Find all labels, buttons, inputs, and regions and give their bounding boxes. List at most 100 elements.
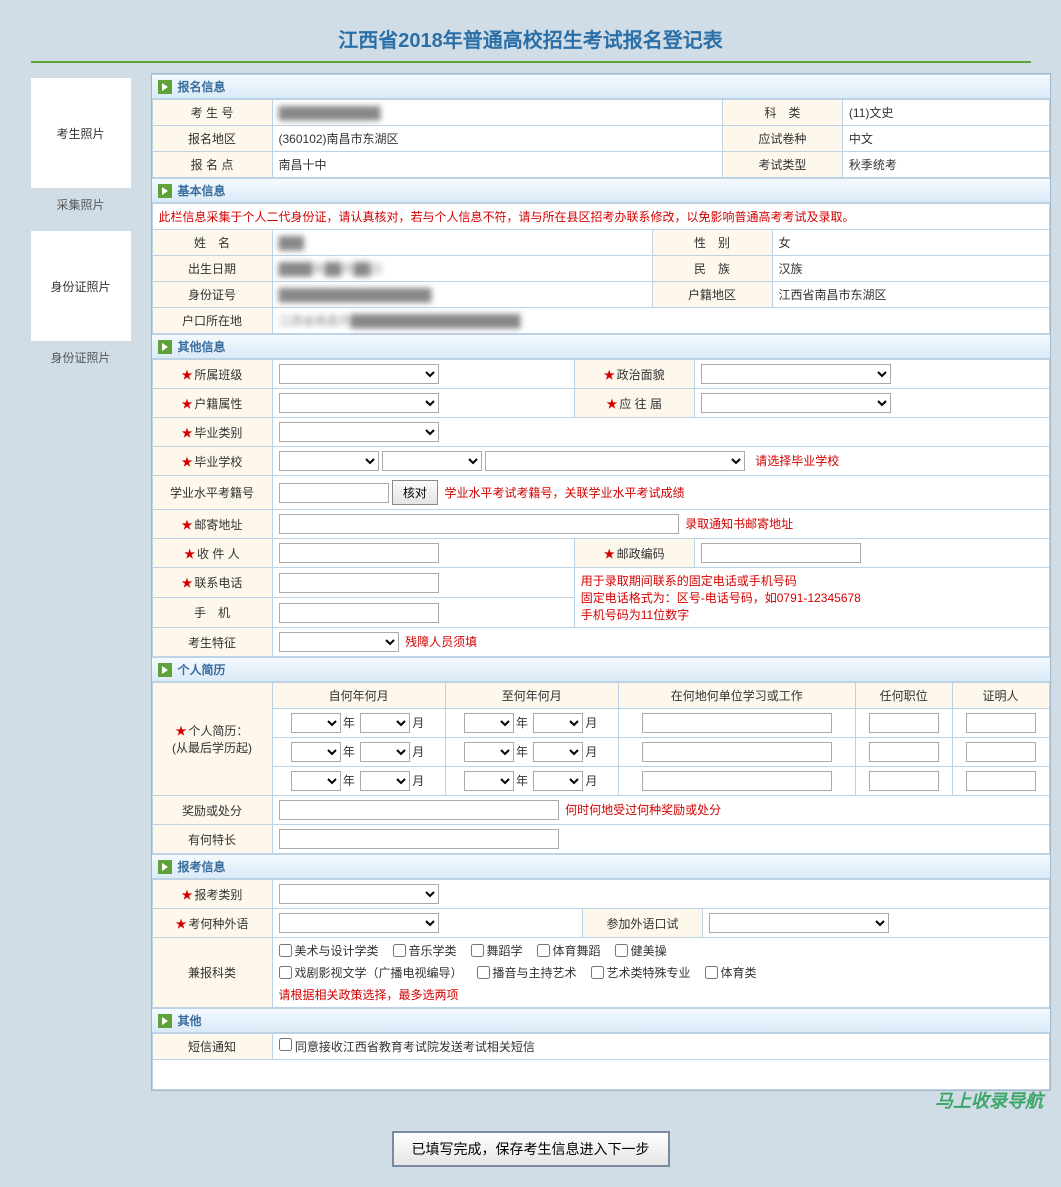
hukou-type-select[interactable] <box>279 393 439 413</box>
apply-lang-select[interactable] <box>279 913 439 933</box>
page-title: 江西省2018年普通高校招生考试报名登记表 <box>11 10 1051 61</box>
from-month-select[interactable] <box>360 713 410 733</box>
apply-category-select[interactable] <box>279 884 439 904</box>
arrow-icon <box>158 860 172 874</box>
student-photo-label: 考生照片 <box>56 125 104 142</box>
sidebar: 考生照片 采集照片 身份证照片 身份证照片 <box>11 73 151 1091</box>
grad-school-select-3[interactable] <box>485 451 745 471</box>
extra-checkbox[interactable] <box>477 966 490 979</box>
phone-input[interactable] <box>279 573 439 593</box>
extra-checkbox[interactable] <box>471 944 484 957</box>
from-month-select[interactable] <box>360 742 410 762</box>
resume-head-duty: 任何职位 <box>855 683 952 709</box>
feature-note: 残障人员须填 <box>405 635 477 649</box>
extra-checkbox[interactable] <box>705 966 718 979</box>
extra-checkbox[interactable] <box>393 944 406 957</box>
grad-school-note: 请选择毕业学校 <box>755 454 839 468</box>
section-header-resume: 个人简历 <box>152 657 1050 682</box>
sms-checkbox-label[interactable]: 同意接收江西省教育考试院发送考试相关短信 <box>279 1040 535 1054</box>
specialty-input[interactable] <box>279 829 559 849</box>
extra-checkbox-item[interactable]: 体育类 <box>705 964 757 981</box>
to-year-select[interactable] <box>464 771 514 791</box>
grad-type-select[interactable] <box>279 422 439 442</box>
extra-checkbox-item[interactable]: 播音与主持艺术 <box>477 964 577 981</box>
verify-button[interactable]: 核对 <box>392 480 438 505</box>
exam-type-value: 秋季统考 <box>842 152 1049 178</box>
grad-school-select-2[interactable] <box>382 451 482 471</box>
gender-value: 女 <box>772 230 1049 256</box>
to-month-select[interactable] <box>533 742 583 762</box>
hukou-area-value: 江西省南昌市东湖区 <box>772 282 1049 308</box>
paper-value: 中文 <box>842 126 1049 152</box>
exam-type-label: 考试类型 <box>722 152 842 178</box>
apply-table: ★报考类别 ★考何种外语 参加外语口试 兼报科类 美术与设计学类音乐学类舞蹈学体… <box>152 879 1050 1008</box>
sms-checkbox[interactable] <box>279 1038 292 1051</box>
extra-checkbox-item[interactable]: 音乐学类 <box>393 942 457 959</box>
extra-checkbox-item[interactable]: 戏剧影视文学（广播电视编导） <box>279 964 463 981</box>
name-label: 姓 名 <box>152 230 272 256</box>
name-value: ███ <box>279 236 305 250</box>
from-year-select[interactable] <box>291 713 341 733</box>
arrow-icon <box>158 80 172 94</box>
academic-no-input[interactable] <box>279 483 389 503</box>
resume-row: 年 月 年 月 <box>152 709 1049 738</box>
resume-head-to: 至何年何月 <box>445 683 618 709</box>
extra-checkbox[interactable] <box>279 944 292 957</box>
fresh-label: 应 往 届 <box>619 397 662 411</box>
site-label: 报 名 点 <box>152 152 272 178</box>
from-year-select[interactable] <box>291 742 341 762</box>
extra-checkbox-item[interactable]: 舞蹈学 <box>471 942 523 959</box>
to-year-select[interactable] <box>464 742 514 762</box>
mail-addr-input[interactable] <box>279 514 679 534</box>
fresh-select[interactable] <box>701 393 891 413</box>
extra-checkbox[interactable] <box>279 966 292 979</box>
to-month-select[interactable] <box>533 713 583 733</box>
award-input[interactable] <box>279 800 559 820</box>
from-month-select[interactable] <box>360 771 410 791</box>
where-input[interactable] <box>642 713 832 733</box>
mobile-input[interactable] <box>279 603 439 623</box>
resume-side-label-1: 个人简历： <box>188 724 248 738</box>
where-input[interactable] <box>642 742 832 762</box>
resume-row: 年 月 年 月 <box>152 767 1049 796</box>
birth-value: ████年██月██日 <box>279 262 383 276</box>
duty-input[interactable] <box>869 742 939 762</box>
extra-checkbox[interactable] <box>591 966 604 979</box>
policy-note: 请根据相关政策选择，最多选两项 <box>279 986 1043 1003</box>
student-photo-box: 考生照片 <box>31 78 131 188</box>
from-year-select[interactable] <box>291 771 341 791</box>
section-header-other: 其他信息 <box>152 334 1050 359</box>
where-input[interactable] <box>642 771 832 791</box>
extra-checkbox-item[interactable]: 体育舞蹈 <box>537 942 601 959</box>
oral-label: 参加外语口试 <box>583 909 703 938</box>
grad-school-select-1[interactable] <box>279 451 379 471</box>
extra-checkbox-item[interactable]: 艺术类特殊专业 <box>591 964 691 981</box>
duty-input[interactable] <box>869 771 939 791</box>
to-year-select[interactable] <box>464 713 514 733</box>
section-title-basic: 基本信息 <box>178 182 226 199</box>
recipient-input[interactable] <box>279 543 439 563</box>
postcode-input[interactable] <box>701 543 861 563</box>
recipient-label: 收 件 人 <box>197 547 240 561</box>
extra-checkbox-item[interactable]: 美术与设计学类 <box>279 942 379 959</box>
duty-input[interactable] <box>869 713 939 733</box>
witness-input[interactable] <box>966 713 1036 733</box>
phone-label: 联系电话 <box>194 576 242 590</box>
mail-addr-note: 录取通知书邮寄地址 <box>685 517 793 531</box>
extra-checkbox[interactable] <box>615 944 628 957</box>
class-select[interactable] <box>279 364 439 384</box>
arrow-icon <box>158 1014 172 1028</box>
extra-checkbox-item[interactable]: 健美操 <box>615 942 667 959</box>
political-select[interactable] <box>701 364 891 384</box>
extra-checkbox[interactable] <box>537 944 550 957</box>
nation-label: 民 族 <box>652 256 772 282</box>
witness-input[interactable] <box>966 742 1036 762</box>
grad-type-label: 毕业类别 <box>194 426 242 440</box>
submit-button[interactable]: 已填写完成，保存考生信息进入下一步 <box>392 1131 670 1167</box>
witness-input[interactable] <box>966 771 1036 791</box>
feature-select[interactable] <box>279 632 399 652</box>
site-value: 南昌十中 <box>272 152 722 178</box>
sms-label: 短信通知 <box>152 1034 272 1060</box>
to-month-select[interactable] <box>533 771 583 791</box>
oral-select[interactable] <box>709 913 889 933</box>
